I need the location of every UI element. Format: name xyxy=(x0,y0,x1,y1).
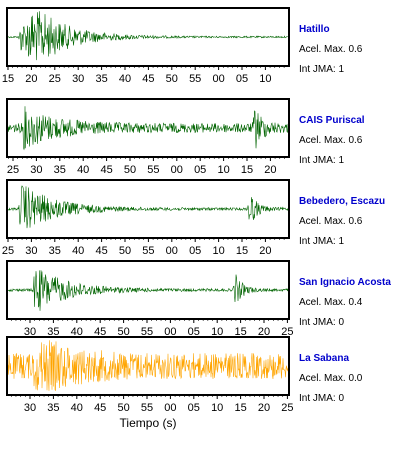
x-tick-label: 40 xyxy=(119,73,131,85)
panel-frame xyxy=(6,336,290,396)
int-jma: Int JMA: 0 xyxy=(299,317,344,328)
x-tick-label: 00 xyxy=(212,73,224,85)
x-tick-label: 35 xyxy=(49,245,61,257)
x-tick-label: 45 xyxy=(94,402,106,414)
x-tick-label: 35 xyxy=(47,326,59,338)
x-tick-label: 05 xyxy=(188,326,200,338)
x-tick-label: 15 xyxy=(234,326,246,338)
x-tick-label: 05 xyxy=(236,73,248,85)
station-name: San Ignacio Acosta xyxy=(299,277,391,288)
panel-4: 30 35 40 45 50 55 00 05 10 15 20 25 San Ignacio Acos… xyxy=(6,260,391,338)
x-tick-label: 00 xyxy=(164,326,176,338)
panel-2: 25 30 35 40 45 50 55 00 05 10 15 20 CAIS Puriscal Ace… xyxy=(6,98,365,176)
x-axis-label: Tiempo (s) xyxy=(120,416,177,430)
x-tick-label: 35 xyxy=(54,164,66,176)
x-tick-label: 00 xyxy=(164,402,176,414)
x-tick-label: 15 xyxy=(236,245,248,257)
x-tick-label: 45 xyxy=(94,326,106,338)
waveform-trace xyxy=(7,11,288,61)
x-tick-label: 50 xyxy=(117,326,129,338)
x-tick-label: 25 xyxy=(7,164,19,176)
station-name: Bebedero, Escazu xyxy=(299,196,385,207)
x-tick-label: 55 xyxy=(141,402,153,414)
x-tick-label: 10 xyxy=(217,164,229,176)
x-tick-label: 55 xyxy=(189,73,201,85)
x-tick-label: 55 xyxy=(141,326,153,338)
int-jma: Int JMA: 1 xyxy=(299,155,344,166)
x-tick-label: 40 xyxy=(71,402,83,414)
x-tick-label: 30 xyxy=(30,164,42,176)
int-jma: Int JMA: 0 xyxy=(299,393,344,404)
x-tick-label: 10 xyxy=(212,245,224,257)
accel-max: Acel. Max. 0.4 xyxy=(299,297,363,308)
station-name: La Sabana xyxy=(299,353,349,364)
accel-max: Acel. Max. 0.6 xyxy=(299,44,363,55)
x-tick-label: 45 xyxy=(95,245,107,257)
panel-5: 30 35 40 45 50 55 00 05 10 15 20 25 La Sabana Acel. M… xyxy=(6,336,363,414)
x-tick-label: 05 xyxy=(188,402,200,414)
x-tick-label: 10 xyxy=(211,326,223,338)
int-jma: Int JMA: 1 xyxy=(299,64,344,75)
x-tick-label: 15 xyxy=(241,164,253,176)
x-tick-label: 25 xyxy=(281,326,293,338)
panel-1: 15 20 25 30 35 40 45 50 55 00 05 10 Hatillo Acel. Max… xyxy=(2,7,363,85)
accel-max: Acel. Max. 0.6 xyxy=(299,135,363,146)
x-tick-label: 45 xyxy=(100,164,112,176)
x-tick-label: 20 xyxy=(258,326,270,338)
x-tick-label: 50 xyxy=(124,164,136,176)
station-name: Hatillo xyxy=(299,24,330,35)
x-tick-label: 30 xyxy=(25,245,37,257)
x-tick-label: 40 xyxy=(71,326,83,338)
accel-max: Acel. Max. 0.6 xyxy=(299,216,363,227)
x-tick-label: 15 xyxy=(2,73,14,85)
waveform-trace xyxy=(7,106,289,151)
x-tick-label: 35 xyxy=(95,73,107,85)
station-name: CAIS Puriscal xyxy=(299,115,365,126)
accel-max: Acel. Max. 0.0 xyxy=(299,373,363,384)
panel-3: 25 30 35 40 45 50 55 00 05 10 15 20 Bebedero, Escazu… xyxy=(2,179,385,257)
x-tick-label: 10 xyxy=(259,73,271,85)
waveform-trace xyxy=(7,270,289,311)
panel-frame xyxy=(6,98,290,158)
waveform-trace xyxy=(7,340,289,391)
x-tick-label: 00 xyxy=(166,245,178,257)
x-tick-label: 05 xyxy=(189,245,201,257)
panel-frame xyxy=(6,260,290,320)
x-tick-label: 10 xyxy=(211,402,223,414)
x-tick-label: 45 xyxy=(142,73,154,85)
x-tick-label: 50 xyxy=(117,402,129,414)
x-tick-label: 15 xyxy=(234,402,246,414)
x-tick-label: 50 xyxy=(119,245,131,257)
waveform-trace xyxy=(7,185,289,229)
x-tick-label: 55 xyxy=(147,164,159,176)
x-tick-label: 20 xyxy=(25,73,37,85)
x-tick-label: 30 xyxy=(24,402,36,414)
x-tick-label: 25 xyxy=(281,402,293,414)
x-tick-label: 20 xyxy=(259,245,271,257)
x-tick-label: 25 xyxy=(2,245,14,257)
x-tick-label: 40 xyxy=(72,245,84,257)
x-tick-label: 55 xyxy=(142,245,154,257)
x-tick-label: 20 xyxy=(264,164,276,176)
x-tick-label: 30 xyxy=(72,73,84,85)
int-jma: Int JMA: 1 xyxy=(299,236,344,247)
x-tick-label: 00 xyxy=(171,164,183,176)
x-tick-label: 50 xyxy=(166,73,178,85)
x-tick-label: 20 xyxy=(258,402,270,414)
x-tick-label: 40 xyxy=(77,164,89,176)
x-tick-label: 35 xyxy=(47,402,59,414)
x-tick-label: 30 xyxy=(24,326,36,338)
x-tick-label: 25 xyxy=(49,73,61,85)
x-tick-label: 05 xyxy=(194,164,206,176)
